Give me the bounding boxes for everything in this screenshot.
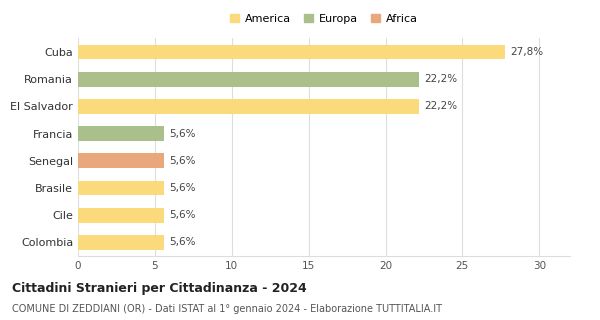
Text: 5,6%: 5,6% [169,237,195,247]
Bar [78,99,419,114]
Text: Cittadini Stranieri per Cittadinanza - 2024: Cittadini Stranieri per Cittadinanza - 2… [12,282,307,295]
Bar [78,44,505,60]
Bar [78,180,164,196]
Text: 5,6%: 5,6% [169,210,195,220]
Text: 27,8%: 27,8% [510,47,543,57]
Text: COMUNE DI ZEDDIANI (OR) - Dati ISTAT al 1° gennaio 2024 - Elaborazione TUTTITALI: COMUNE DI ZEDDIANI (OR) - Dati ISTAT al … [12,304,442,314]
Text: 5,6%: 5,6% [169,156,195,166]
Bar [78,208,164,223]
Bar [78,235,164,250]
Bar [78,126,164,141]
Text: 5,6%: 5,6% [169,129,195,139]
Bar [78,153,164,168]
Text: 5,6%: 5,6% [169,183,195,193]
Legend: America, Europa, Africa: America, Europa, Africa [226,10,422,28]
Text: 22,2%: 22,2% [424,101,457,111]
Bar [78,72,419,87]
Text: 22,2%: 22,2% [424,74,457,84]
